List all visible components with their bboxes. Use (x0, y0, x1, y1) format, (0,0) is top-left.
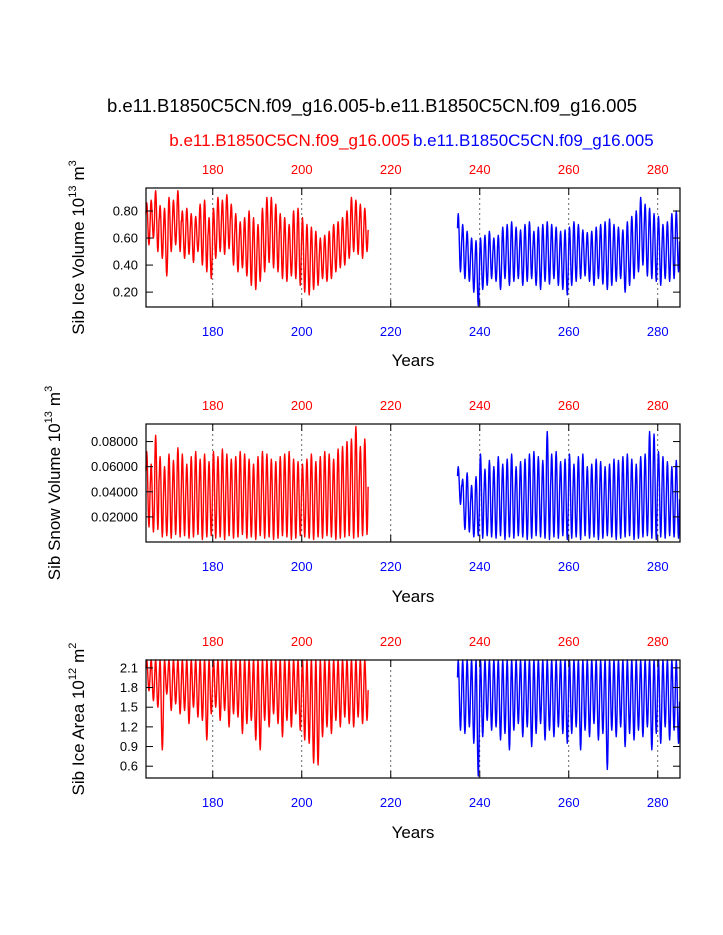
series-line-blue (456, 430, 681, 541)
x-tick-label-bottom: 260 (558, 795, 580, 810)
x-tick-label-bottom: 180 (202, 559, 224, 574)
x-tick-label-top: 280 (647, 398, 669, 413)
x-tick-label-top: 200 (291, 162, 313, 177)
x-tick-label-bottom: 180 (202, 324, 224, 339)
x-tick-label-top: 260 (558, 162, 580, 177)
x-axis-label: Years (392, 587, 435, 606)
x-tick-label-bottom: 260 (558, 324, 580, 339)
panel-snow-volume: 0.02000 0.04000 0.06000 0.08000 180 180 200 200… (43, 386, 681, 606)
x-tick-label-top: 200 (291, 634, 313, 649)
x-tick-label-bottom: 280 (647, 324, 669, 339)
x-tick-label-top: 280 (647, 162, 669, 177)
plot-frame (145, 659, 681, 779)
x-tick-label-bottom: 220 (380, 559, 402, 574)
x-tick-label-bottom: 280 (647, 795, 669, 810)
y-axis-label-main: Sib Ice Area 10 (69, 680, 88, 795)
x-tick-label-top: 260 (558, 634, 580, 649)
y-tick-label: 0.08000 (91, 434, 138, 449)
y-axis-label-exponent: 13 (67, 186, 79, 198)
plot-frame (145, 423, 681, 543)
y-tick-label: 2.1 (120, 660, 138, 675)
series-line-red (145, 425, 369, 541)
y-axis-label-unit-exponent: 2 (67, 643, 79, 649)
y-tick-label: 0.9 (120, 739, 138, 754)
y-tick-label: 0.06000 (91, 459, 138, 474)
y-tick-label: 0.04000 (91, 484, 138, 499)
y-tick-label: 0.20 (113, 285, 138, 300)
legend-right-case: b.e11.B1850C5CN.f09_g16.005 (413, 131, 654, 150)
x-tick-label-top: 220 (380, 634, 402, 649)
y-axis-label-unit-exponent: 3 (43, 386, 55, 392)
series-line-blue (456, 196, 681, 307)
y-axis-label-unit: m (45, 392, 64, 406)
x-tick-label-bottom: 240 (469, 559, 491, 574)
x-tick-label-bottom: 280 (647, 559, 669, 574)
y-axis-label-unit-exponent: 3 (67, 160, 79, 166)
x-tick-label-top: 240 (469, 634, 491, 649)
y-axis-label-exponent: 13 (43, 411, 55, 423)
x-tick-label-bottom: 180 (202, 795, 224, 810)
y-tick-label: 0.80 (113, 203, 138, 218)
x-tick-label-bottom: 200 (291, 795, 313, 810)
y-axis-label-main: Sib Ice Volume 10 (69, 198, 88, 335)
x-tick-label-top: 280 (647, 634, 669, 649)
series-line-red (145, 189, 369, 296)
x-tick-label-top: 200 (291, 398, 313, 413)
x-tick-label-bottom: 240 (469, 324, 491, 339)
x-tick-label-top: 220 (380, 162, 402, 177)
x-tick-label-top: 180 (202, 398, 224, 413)
x-tick-label-bottom: 200 (291, 324, 313, 339)
y-tick-label: 0.6 (120, 759, 138, 774)
main-title: b.e11.B1850C5CN.f09_g16.005-b.e11.B1850C… (107, 95, 637, 117)
x-tick-label-top: 180 (202, 634, 224, 649)
y-tick-label: 0.40 (113, 258, 138, 273)
y-tick-label: 1.2 (120, 719, 138, 734)
panel-ice-volume: 0.20 0.40 0.60 0.80 180 180 200 200 220 220 240 240… (67, 160, 681, 370)
series-line-red (145, 659, 369, 766)
x-tick-label-top: 240 (469, 162, 491, 177)
y-axis-label: Sib Ice Volume 1013 m3 (67, 160, 88, 335)
x-tick-label-top: 240 (469, 398, 491, 413)
y-tick-label: 1.5 (120, 700, 138, 715)
x-tick-label-bottom: 220 (380, 795, 402, 810)
x-axis-label: Years (392, 351, 435, 370)
series-line-blue (456, 659, 681, 777)
x-axis-label: Years (392, 823, 435, 842)
y-axis-label-unit: m (69, 166, 88, 180)
y-axis-label: Sib Ice Area 1012 m2 (67, 643, 88, 796)
y-tick-label: 0.60 (113, 231, 138, 246)
x-tick-label-bottom: 260 (558, 559, 580, 574)
y-axis-label: Sib Snow Volume 1013 m3 (43, 386, 64, 580)
legend-left-case: b.e11.B1850C5CN.f09_g16.005 (169, 131, 410, 150)
y-tick-label: 1.8 (120, 680, 138, 695)
panel-ice-area: 0.6 0.9 1.2 1.5 1.8 2.1 180 180 200 200 220 220 240 2… (67, 634, 681, 842)
y-axis-label-unit: m (69, 649, 88, 663)
x-tick-label-bottom: 220 (380, 324, 402, 339)
y-axis-label-exponent: 12 (67, 668, 79, 680)
x-tick-label-top: 260 (558, 398, 580, 413)
x-tick-label-top: 220 (380, 398, 402, 413)
x-tick-label-top: 180 (202, 162, 224, 177)
y-axis-label-main: Sib Snow Volume 10 (45, 423, 64, 580)
x-tick-label-bottom: 200 (291, 559, 313, 574)
y-tick-label: 0.02000 (91, 509, 138, 524)
plot-frame (145, 187, 681, 308)
x-tick-label-bottom: 240 (469, 795, 491, 810)
